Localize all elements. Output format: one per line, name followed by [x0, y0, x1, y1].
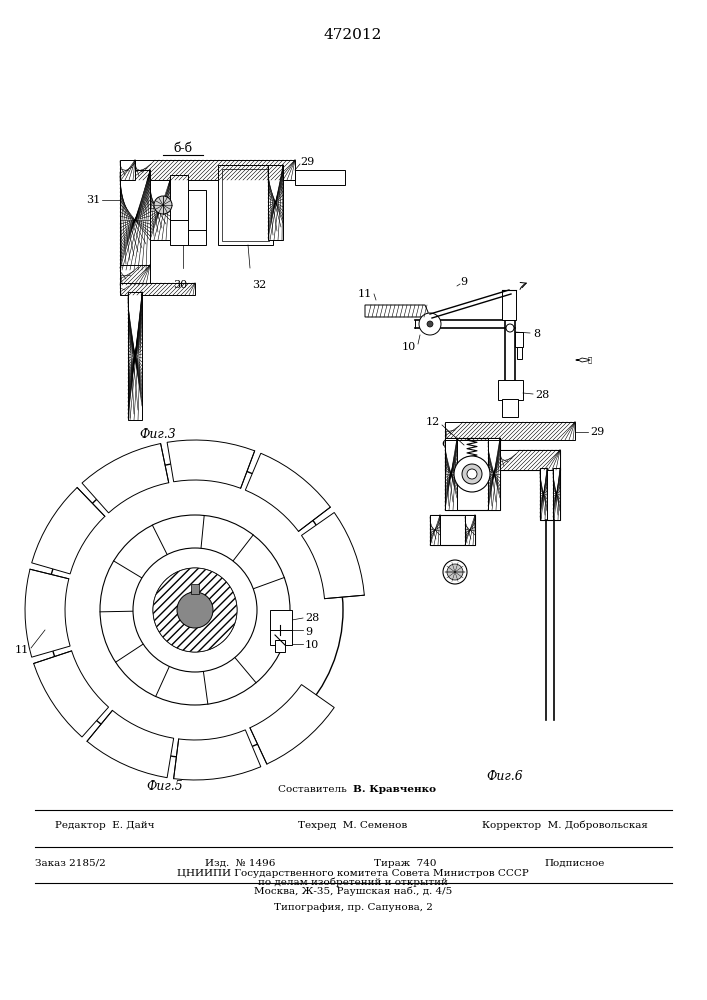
Bar [275, 640, 285, 652]
Text: Корректор  М. Добровольская: Корректор М. Добровольская [482, 820, 648, 830]
Bar [120, 283, 195, 295]
Circle shape [154, 196, 172, 214]
Circle shape [177, 592, 213, 628]
Circle shape [454, 456, 490, 492]
Circle shape [153, 568, 237, 652]
Text: 28: 28 [305, 613, 320, 623]
Text: 32: 32 [252, 280, 267, 290]
Bar [517, 347, 522, 359]
Text: Типография, пр. Сапунова, 2: Типография, пр. Сапунова, 2 [274, 904, 433, 912]
Text: 9: 9 [460, 277, 467, 287]
Polygon shape [32, 487, 105, 574]
Text: б-б: б-б [173, 142, 192, 155]
Text: 29: 29 [300, 157, 314, 167]
Bar [498, 380, 523, 400]
Bar [515, 332, 523, 347]
Bar [128, 292, 142, 420]
Bar [430, 515, 475, 545]
Text: Техред  М. Семенов: Техред М. Семенов [298, 820, 408, 830]
Bar [170, 175, 188, 245]
Bar [500, 450, 560, 470]
Circle shape [47, 462, 343, 758]
Bar [502, 290, 516, 320]
Text: 10: 10 [402, 342, 416, 352]
Circle shape [427, 321, 433, 327]
Text: Изд.  № 1496: Изд. № 1496 [205, 858, 275, 867]
Polygon shape [245, 453, 330, 531]
Text: 8: 8 [533, 329, 540, 339]
Polygon shape [25, 569, 70, 657]
Polygon shape [34, 651, 109, 737]
Bar [445, 438, 457, 510]
Bar [120, 170, 150, 270]
Bar [295, 170, 345, 185]
Circle shape [462, 464, 482, 484]
Circle shape [419, 313, 441, 335]
Bar [218, 165, 273, 245]
Text: 12: 12 [426, 417, 440, 427]
Text: 🐟: 🐟 [588, 357, 592, 363]
Text: Фиг.5: Фиг.5 [146, 780, 183, 793]
Text: 9: 9 [305, 627, 312, 637]
Text: 31: 31 [86, 195, 100, 205]
Text: Фиг.6: Фиг.6 [486, 770, 523, 783]
Bar [500, 450, 560, 470]
Circle shape [153, 568, 237, 652]
Bar [191, 584, 199, 594]
Bar [270, 610, 292, 645]
Circle shape [133, 548, 257, 672]
Bar [502, 399, 518, 417]
Circle shape [167, 582, 223, 638]
Text: 11: 11 [15, 645, 29, 655]
Polygon shape [167, 440, 255, 488]
Text: Фиг.4: Фиг.4 [442, 438, 479, 451]
Polygon shape [250, 685, 334, 764]
Bar [540, 468, 547, 520]
Text: 472012: 472012 [324, 28, 382, 42]
Polygon shape [82, 444, 169, 513]
Text: Москва, Ж-35, Раушская наб., д. 4/5: Москва, Ж-35, Раушская наб., д. 4/5 [254, 886, 452, 896]
Polygon shape [301, 512, 364, 599]
Text: 28: 28 [535, 390, 549, 400]
Bar [430, 515, 440, 545]
Polygon shape [174, 730, 261, 780]
Text: Составитель: Составитель [278, 784, 353, 794]
Bar [465, 515, 475, 545]
Text: Заказ 2185/2: Заказ 2185/2 [35, 858, 105, 867]
Polygon shape [365, 305, 428, 317]
Bar [120, 160, 135, 180]
Text: 10: 10 [305, 640, 320, 650]
Text: 30: 30 [173, 280, 187, 290]
Bar [120, 265, 150, 285]
Bar [150, 180, 170, 240]
Polygon shape [87, 710, 174, 778]
Text: 29: 29 [590, 427, 604, 437]
Text: В. Кравченко: В. Кравченко [353, 784, 436, 794]
Text: по делам изобретений и открытий: по делам изобретений и открытий [258, 877, 448, 887]
Text: ЦНИИПИ Государственного комитета Совета Министров СССР: ЦНИИПИ Государственного комитета Совета … [177, 868, 529, 878]
Circle shape [447, 564, 463, 580]
Bar [445, 438, 500, 510]
Text: 11: 11 [358, 289, 372, 299]
Circle shape [443, 560, 467, 584]
Bar [540, 468, 560, 520]
Bar [268, 165, 283, 240]
Bar [222, 169, 269, 241]
Text: Подписное: Подписное [545, 858, 605, 867]
Bar [188, 190, 206, 245]
Text: Фиг.3: Фиг.3 [139, 428, 176, 441]
Bar [135, 160, 295, 180]
Bar [445, 422, 575, 440]
Text: Редактор  Е. Дайч: Редактор Е. Дайч [55, 820, 155, 830]
Text: Тираж  740: Тираж 740 [374, 858, 436, 867]
Bar [553, 468, 560, 520]
Circle shape [100, 515, 290, 705]
Circle shape [467, 469, 477, 479]
Circle shape [506, 324, 514, 332]
Bar [488, 438, 500, 510]
